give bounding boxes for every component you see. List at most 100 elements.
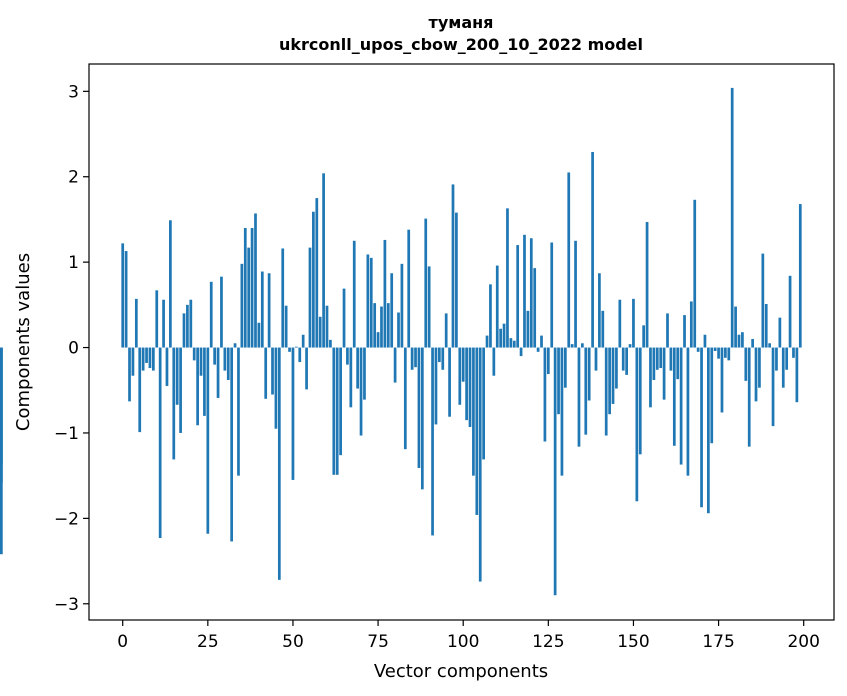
bar-component-56 <box>312 211 315 348</box>
y-tick-label: −3 <box>54 595 79 615</box>
bar-component-198 <box>795 347 799 403</box>
bar-component-30 <box>223 347 227 371</box>
bar-component-50 <box>291 347 295 480</box>
bar-component-184 <box>747 347 751 447</box>
bar-component-73 <box>369 257 373 348</box>
bar-component-25 <box>206 347 210 534</box>
bar-component-72 <box>366 254 370 348</box>
bar-component-185 <box>751 339 754 348</box>
bar-component-111 <box>499 328 503 348</box>
bar-series <box>0 87 802 596</box>
bar-component-136 <box>584 347 588 435</box>
bar-component-137 <box>587 347 591 401</box>
bar-component-0 <box>121 243 125 348</box>
bar-component-94 <box>441 347 445 370</box>
bar-component-192 <box>775 347 778 371</box>
bar-component-118 <box>523 234 526 348</box>
bar-component-85 <box>410 347 414 370</box>
bar-component-150 <box>632 298 635 348</box>
bar-component-91 <box>431 347 434 536</box>
bar-component-35 <box>240 263 244 348</box>
bar-component-63 <box>335 347 339 475</box>
bar-component-17 <box>179 347 182 433</box>
y-tick-label: −2 <box>54 509 79 529</box>
bar-component-8 <box>148 347 152 369</box>
bar-component-106 <box>482 347 485 460</box>
bar-component-125 <box>546 347 550 375</box>
bar-component-92 <box>434 347 438 425</box>
bar-component-20 <box>189 299 193 348</box>
bar-component-135 <box>581 343 584 348</box>
bar-component-5 <box>138 347 142 433</box>
bar-component-9 <box>151 347 155 371</box>
bar-component-47 <box>281 248 285 348</box>
y-tick-label: −1 <box>54 424 79 444</box>
bar-component-178 <box>727 347 731 361</box>
bar-component-140 <box>598 273 601 348</box>
bar-component-158 <box>659 347 663 369</box>
bar-component-149 <box>628 344 632 348</box>
bar-component-191 <box>771 347 775 427</box>
x-axis-title: Vector components <box>374 661 548 682</box>
bar-component-68 <box>352 240 356 348</box>
bar-component-58 <box>318 316 322 348</box>
bar-component-151 <box>635 347 639 502</box>
bar-component-179 <box>730 87 734 348</box>
bar-component-168 <box>693 199 697 348</box>
bar-component-33 <box>233 343 237 348</box>
bar-component-107 <box>485 335 489 348</box>
bar-component-155 <box>649 347 652 408</box>
bar-component-64 <box>339 347 342 456</box>
bar-component-170 <box>700 347 703 508</box>
bar-component-103 <box>472 347 475 476</box>
bar-component-90 <box>427 266 431 348</box>
bar-component-128 <box>557 347 560 415</box>
bar-component-133 <box>574 240 577 348</box>
bar-component-11 <box>158 347 162 539</box>
bar-component-6 <box>141 347 145 371</box>
y-tick-label: 3 <box>68 82 79 102</box>
bar-component-82 <box>400 263 404 348</box>
bar-component-127 <box>553 347 557 596</box>
bar-component-196 <box>788 275 792 348</box>
bar-component-32 <box>230 347 234 542</box>
bar-component-undefined <box>0 347 3 464</box>
bar-component-165 <box>683 315 686 348</box>
bar-component-52 <box>298 347 302 363</box>
y-tick-label: 1 <box>68 253 79 273</box>
bar-component-147 <box>621 347 625 371</box>
x-tick-label: 25 <box>197 632 219 652</box>
bar-component-146 <box>618 299 622 348</box>
bar-component-143 <box>608 347 611 415</box>
bar-component-41 <box>260 271 264 348</box>
bar-component-181 <box>737 334 741 348</box>
bar-component-123 <box>540 335 543 348</box>
bar-component-104 <box>475 347 479 515</box>
bar-component-148 <box>625 347 628 375</box>
bar-component-99 <box>458 347 462 405</box>
bar-component-183 <box>744 347 748 381</box>
bar-component-83 <box>403 347 407 450</box>
bar-component-40 <box>257 322 261 348</box>
bar-component-12 <box>162 299 165 348</box>
chart-subtitle: ukrconll_upos_cbow_200_10_2022 model <box>279 35 643 54</box>
bar-component-51 <box>295 346 298 348</box>
bar-component-142 <box>604 347 608 436</box>
bar-component-87 <box>417 347 421 468</box>
bar-component-45 <box>274 347 278 429</box>
bar-component-115 <box>512 340 516 348</box>
bar-component-18 <box>182 313 186 348</box>
bar-component-124 <box>543 347 547 442</box>
bar-component-126 <box>550 242 554 348</box>
bar-component-24 <box>203 347 206 416</box>
bar-component-36 <box>243 227 247 348</box>
x-tick-label: 50 <box>282 632 304 652</box>
bar-component-78 <box>386 303 390 348</box>
bar-component-21 <box>192 347 196 361</box>
bar-component-175 <box>717 347 720 359</box>
bar-component-95 <box>444 313 448 348</box>
bar-component-112 <box>502 323 506 348</box>
x-tick-label: 75 <box>367 632 389 652</box>
bar-component-67 <box>349 347 353 408</box>
